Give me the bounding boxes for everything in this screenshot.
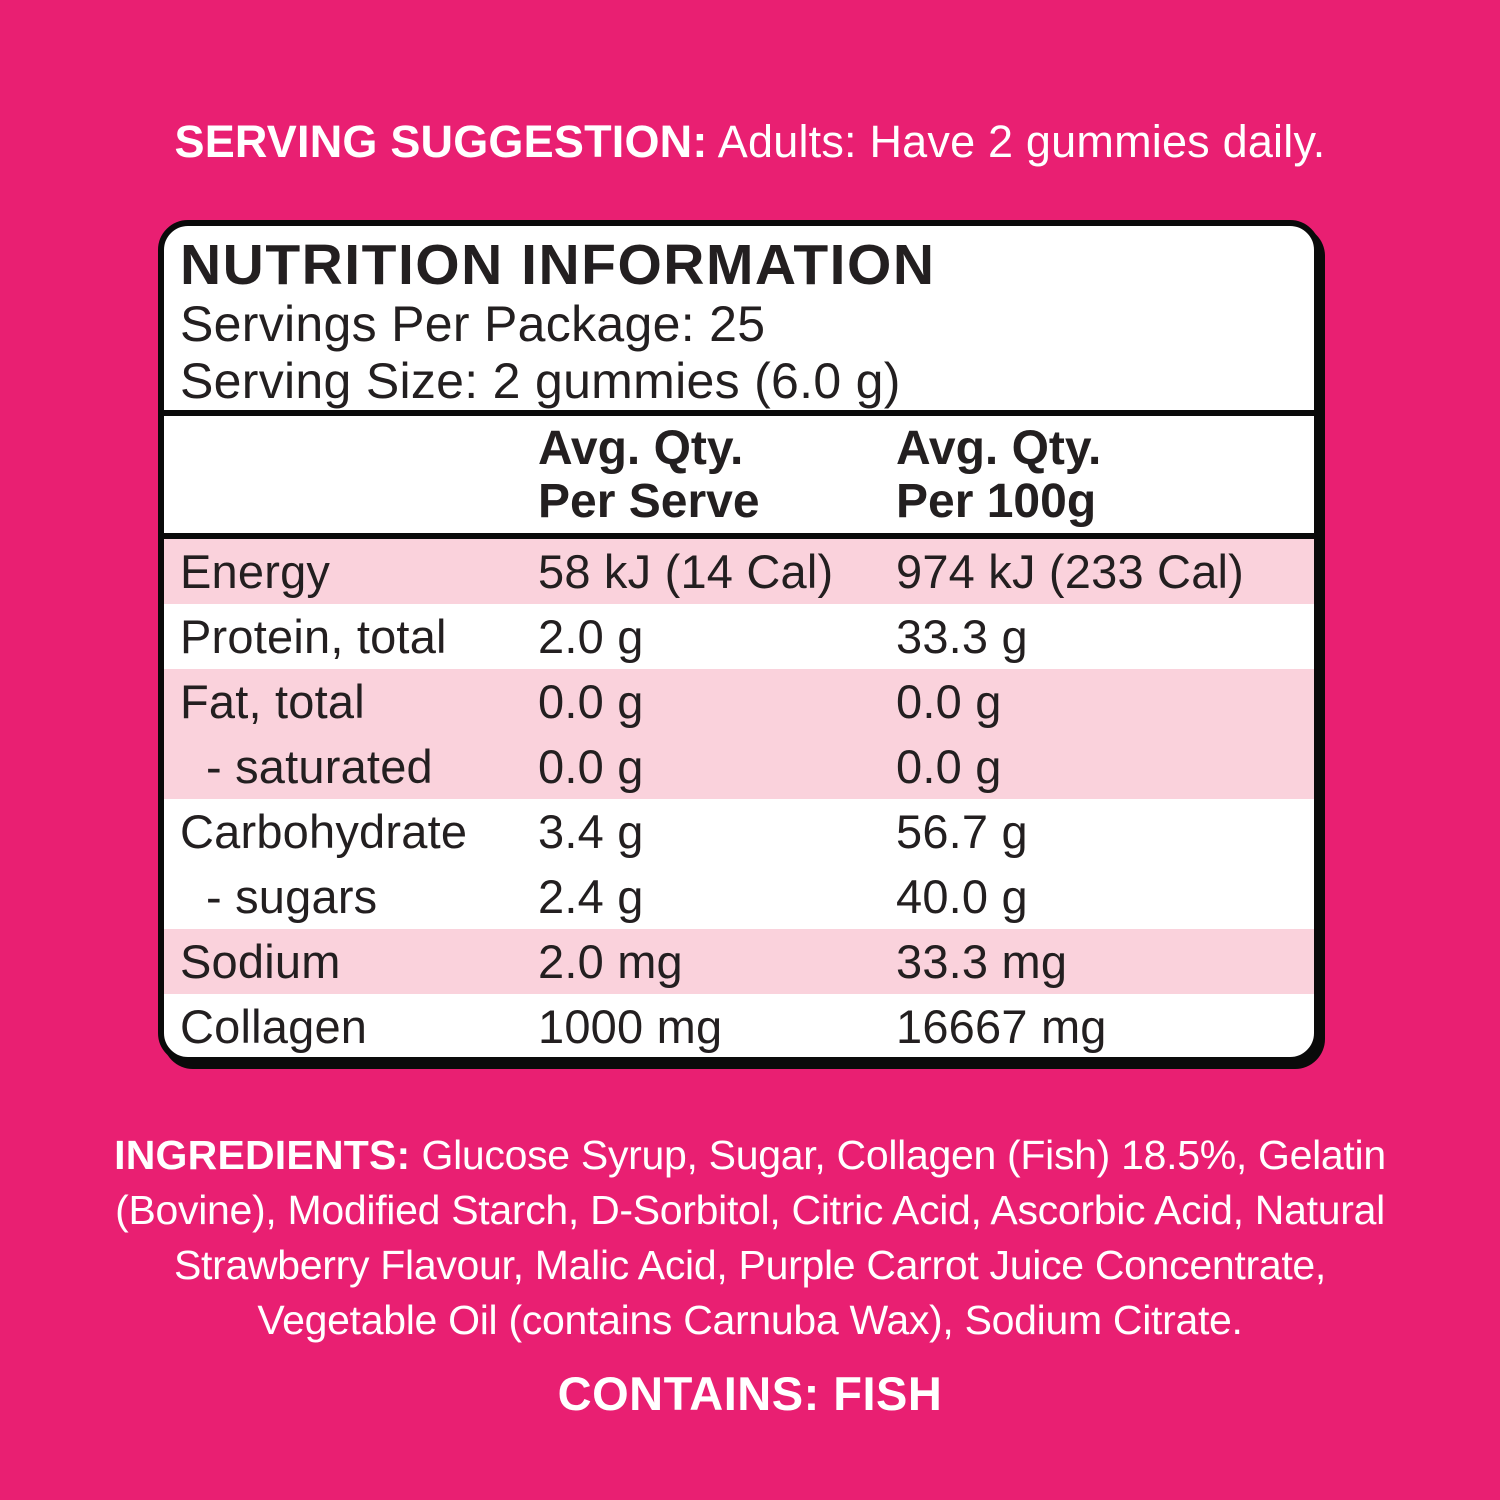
column-per-100g-line1: Avg. Qty. [896, 422, 1102, 475]
nutrient-name: Protein, total [180, 610, 447, 663]
nutrient-name: Collagen [180, 1000, 368, 1053]
nutrition-rows: Energy 58 kJ (14 Cal) 974 kJ (233 Cal) P… [164, 539, 1314, 1057]
nutrient-name: Energy [180, 545, 331, 598]
nutrient-name: Carbohydrate [180, 805, 468, 858]
nutrient-name: - saturated [206, 740, 433, 793]
value-per-serve: 0.0 g [538, 740, 644, 793]
serving-suggestion-label: SERVING SUGGESTION: [174, 116, 708, 167]
column-per-serve: Avg. Qty. Per Serve [538, 422, 896, 533]
ingredients-line: Strawberry Flavour, Malic Acid, Purple C… [173, 1242, 1327, 1288]
servings-per-package: Servings Per Package: 25 [180, 296, 766, 352]
divider-top [164, 410, 1314, 416]
ingredients-section: INGREDIENTS: Glucose Syrup, Sugar, Colla… [20, 1128, 1480, 1348]
ingredients-line: INGREDIENTS: Glucose Syrup, Sugar, Colla… [20, 1128, 1480, 1183]
ingredients-label: INGREDIENTS: [114, 1132, 411, 1178]
column-per-serve-line1: Avg. Qty. [538, 422, 744, 475]
columns-header: Avg. Qty. Per Serve Avg. Qty. Per 100g [164, 416, 1314, 533]
table-row: Protein, total 2.0 g 33.3 g [164, 604, 1314, 669]
table-row: - sugars 2.4 g 40.0 g [164, 864, 1314, 929]
value-per-serve: 1000 mg [538, 1000, 723, 1053]
value-per-100g: 33.3 mg [896, 935, 1068, 988]
value-per-serve: 2.4 g [538, 870, 644, 923]
nutrition-panel-title: NUTRITION INFORMATION [180, 233, 936, 297]
value-per-100g: 974 kJ (233 Cal) [896, 545, 1245, 598]
nutrient-name: Fat, total [180, 675, 365, 728]
column-per-serve-line2: Per Serve [538, 475, 760, 528]
ingredients-line-text: Glucose Syrup, Sugar, Collagen (Fish) 18… [421, 1132, 1387, 1178]
table-row: - saturated 0.0 g 0.0 g [164, 734, 1314, 799]
nutrient-name: - sugars [206, 870, 378, 923]
table-row: Energy 58 kJ (14 Cal) 974 kJ (233 Cal) [164, 539, 1314, 604]
serving-suggestion-text: Adults: Have 2 gummies daily. [717, 116, 1326, 167]
nutrition-panel-head: NUTRITION INFORMATION Servings Per Packa… [164, 226, 1314, 410]
columns-header-spacer [180, 422, 538, 533]
value-per-100g: 33.3 g [896, 610, 1028, 663]
value-per-100g: 0.0 g [896, 675, 1002, 728]
divider-header [164, 533, 1314, 539]
column-per-100g-line2: Per 100g [896, 475, 1097, 528]
nutrition-panel: NUTRITION INFORMATION Servings Per Packa… [158, 220, 1320, 1063]
value-per-100g: 0.0 g [896, 740, 1002, 793]
table-row: Sodium 2.0 mg 33.3 mg [164, 929, 1314, 994]
value-per-serve: 58 kJ (14 Cal) [538, 545, 834, 598]
table-row: Collagen 1000 mg 16667 mg [164, 994, 1314, 1057]
value-per-serve: 3.4 g [538, 805, 644, 858]
value-per-serve: 0.0 g [538, 675, 644, 728]
serving-size: Serving Size: 2 gummies (6.0 g) [180, 353, 901, 409]
table-row: Carbohydrate 3.4 g 56.7 g [164, 799, 1314, 864]
ingredients-line: (Bovine), Modified Starch, D-Sorbitol, C… [115, 1187, 1385, 1233]
value-per-100g: 56.7 g [896, 805, 1028, 858]
ingredients-line: Vegetable Oil (contains Carnuba Wax), So… [257, 1297, 1243, 1343]
nutrient-name: Sodium [180, 935, 341, 988]
value-per-100g: 40.0 g [896, 870, 1028, 923]
value-per-serve: 2.0 mg [538, 935, 683, 988]
serving-suggestion: SERVING SUGGESTION: Adults: Have 2 gummi… [0, 116, 1500, 168]
table-row: Fat, total 0.0 g 0.0 g [164, 669, 1314, 734]
column-per-100g: Avg. Qty. Per 100g [896, 422, 1314, 533]
value-per-serve: 2.0 g [538, 610, 644, 663]
contains-statement: CONTAINS: FISH [557, 1367, 943, 1420]
value-per-100g: 16667 mg [896, 1000, 1107, 1053]
